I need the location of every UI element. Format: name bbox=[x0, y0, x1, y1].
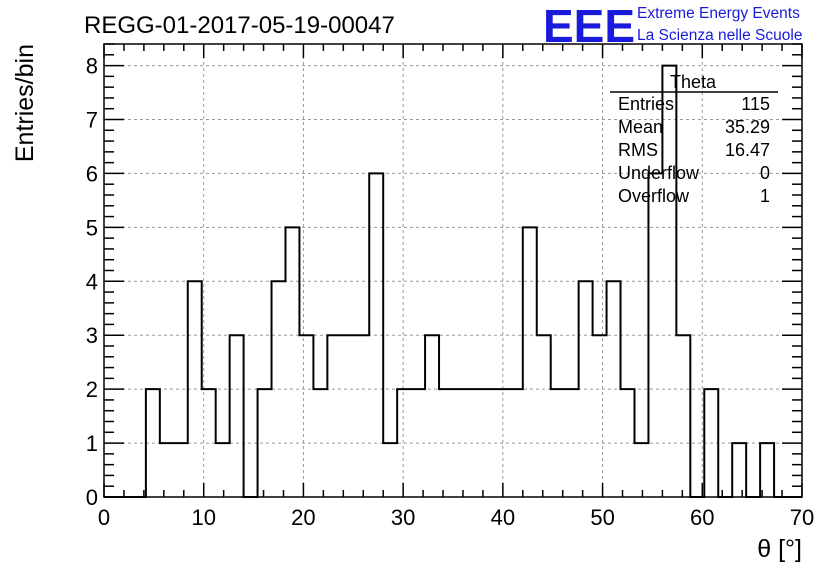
stats-value-mean: 35.29 bbox=[725, 117, 770, 137]
stats-label-entries: Entries bbox=[618, 94, 674, 114]
y-tick-labels: 0 1 2 3 4 5 6 7 8 bbox=[86, 54, 98, 510]
y-tick-label-0: 0 bbox=[86, 485, 98, 510]
x-tick-label-4: 40 bbox=[491, 505, 515, 530]
eee-logo: EEE Extreme Energy Events La Scienza nel… bbox=[543, 0, 802, 52]
y-tick-label-7: 7 bbox=[86, 108, 98, 133]
y-tick-label-1: 1 bbox=[86, 431, 98, 456]
stats-rows: Entries 115 Mean 35.29 RMS 16.47 Underflow 0 Ove… bbox=[618, 94, 770, 206]
x-tick-label-7: 70 bbox=[790, 505, 814, 530]
x-tick-label-0: 0 bbox=[98, 505, 110, 530]
y-tick-label-8: 8 bbox=[86, 54, 98, 79]
y-tick-label-5: 5 bbox=[86, 215, 98, 240]
stats-title: Theta bbox=[670, 72, 717, 92]
y-tick-label-4: 4 bbox=[86, 269, 98, 294]
stats-label-overflow: Overflow bbox=[618, 186, 690, 206]
y-axis-label: Entries/bin bbox=[11, 44, 39, 162]
x-tick-labels: 0 10 20 30 40 50 60 70 bbox=[98, 505, 814, 530]
axis-ticks bbox=[103, 43, 803, 498]
stats-value-overflow: 1 bbox=[760, 186, 770, 206]
stats-label-rms: RMS bbox=[618, 140, 658, 160]
x-axis-label: θ [°] bbox=[757, 535, 802, 563]
x-tick-label-1: 10 bbox=[191, 505, 215, 530]
stats-value-rms: 16.47 bbox=[725, 140, 770, 160]
stats-label-underflow: Underflow bbox=[618, 163, 700, 183]
stats-box: Theta Entries 115 Mean 35.29 RMS 16.47 Underfl… bbox=[610, 72, 778, 206]
stats-value-entries: 115 bbox=[741, 94, 770, 114]
chart-title: REGG-01-2017-05-19-00047 bbox=[84, 12, 395, 39]
y-tick-label-2: 2 bbox=[86, 377, 98, 402]
y-tick-label-6: 6 bbox=[86, 161, 98, 186]
logo-line-2: La Scienza nelle Scuole bbox=[637, 27, 802, 44]
stats-label-mean: Mean bbox=[618, 117, 663, 137]
x-tick-label-5: 50 bbox=[590, 505, 614, 530]
x-tick-label-3: 30 bbox=[391, 505, 415, 530]
x-tick-label-6: 60 bbox=[690, 505, 714, 530]
logo-line-1: Extreme Energy Events bbox=[637, 5, 800, 22]
histogram-outline bbox=[104, 64, 802, 498]
stats-value-underflow: 0 bbox=[760, 163, 770, 183]
y-tick-label-3: 3 bbox=[86, 323, 98, 348]
x-tick-label-2: 20 bbox=[291, 505, 315, 530]
grid-lines bbox=[104, 44, 802, 497]
